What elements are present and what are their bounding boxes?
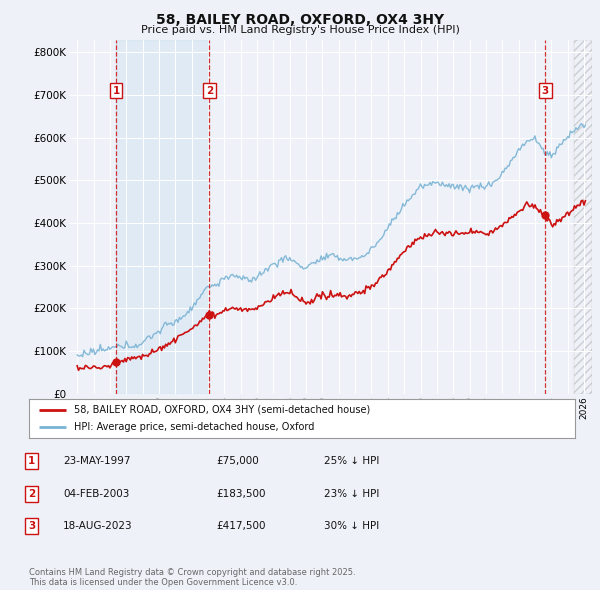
Text: 23-MAY-1997: 23-MAY-1997 <box>63 457 131 466</box>
Text: Contains HM Land Registry data © Crown copyright and database right 2025.
This d: Contains HM Land Registry data © Crown c… <box>29 568 355 587</box>
Text: HPI: Average price, semi-detached house, Oxford: HPI: Average price, semi-detached house,… <box>74 422 314 432</box>
Text: 58, BAILEY ROAD, OXFORD, OX4 3HY (semi-detached house): 58, BAILEY ROAD, OXFORD, OX4 3HY (semi-d… <box>74 405 370 415</box>
Text: 3: 3 <box>28 522 35 531</box>
Text: 18-AUG-2023: 18-AUG-2023 <box>63 522 133 531</box>
Text: 23% ↓ HPI: 23% ↓ HPI <box>324 489 379 499</box>
Text: 25% ↓ HPI: 25% ↓ HPI <box>324 457 379 466</box>
Text: 1: 1 <box>113 86 120 96</box>
Text: 04-FEB-2003: 04-FEB-2003 <box>63 489 130 499</box>
Text: 3: 3 <box>542 86 549 96</box>
Text: 2: 2 <box>28 489 35 499</box>
Text: £75,000: £75,000 <box>216 457 259 466</box>
Bar <box>116 40 209 394</box>
Text: 30% ↓ HPI: 30% ↓ HPI <box>324 522 379 531</box>
Text: 2: 2 <box>206 86 213 96</box>
Text: £417,500: £417,500 <box>216 522 265 531</box>
Text: Price paid vs. HM Land Registry's House Price Index (HPI): Price paid vs. HM Land Registry's House … <box>140 25 460 35</box>
Text: 58, BAILEY ROAD, OXFORD, OX4 3HY: 58, BAILEY ROAD, OXFORD, OX4 3HY <box>156 13 444 27</box>
Text: £183,500: £183,500 <box>216 489 265 499</box>
Text: 1: 1 <box>28 457 35 466</box>
